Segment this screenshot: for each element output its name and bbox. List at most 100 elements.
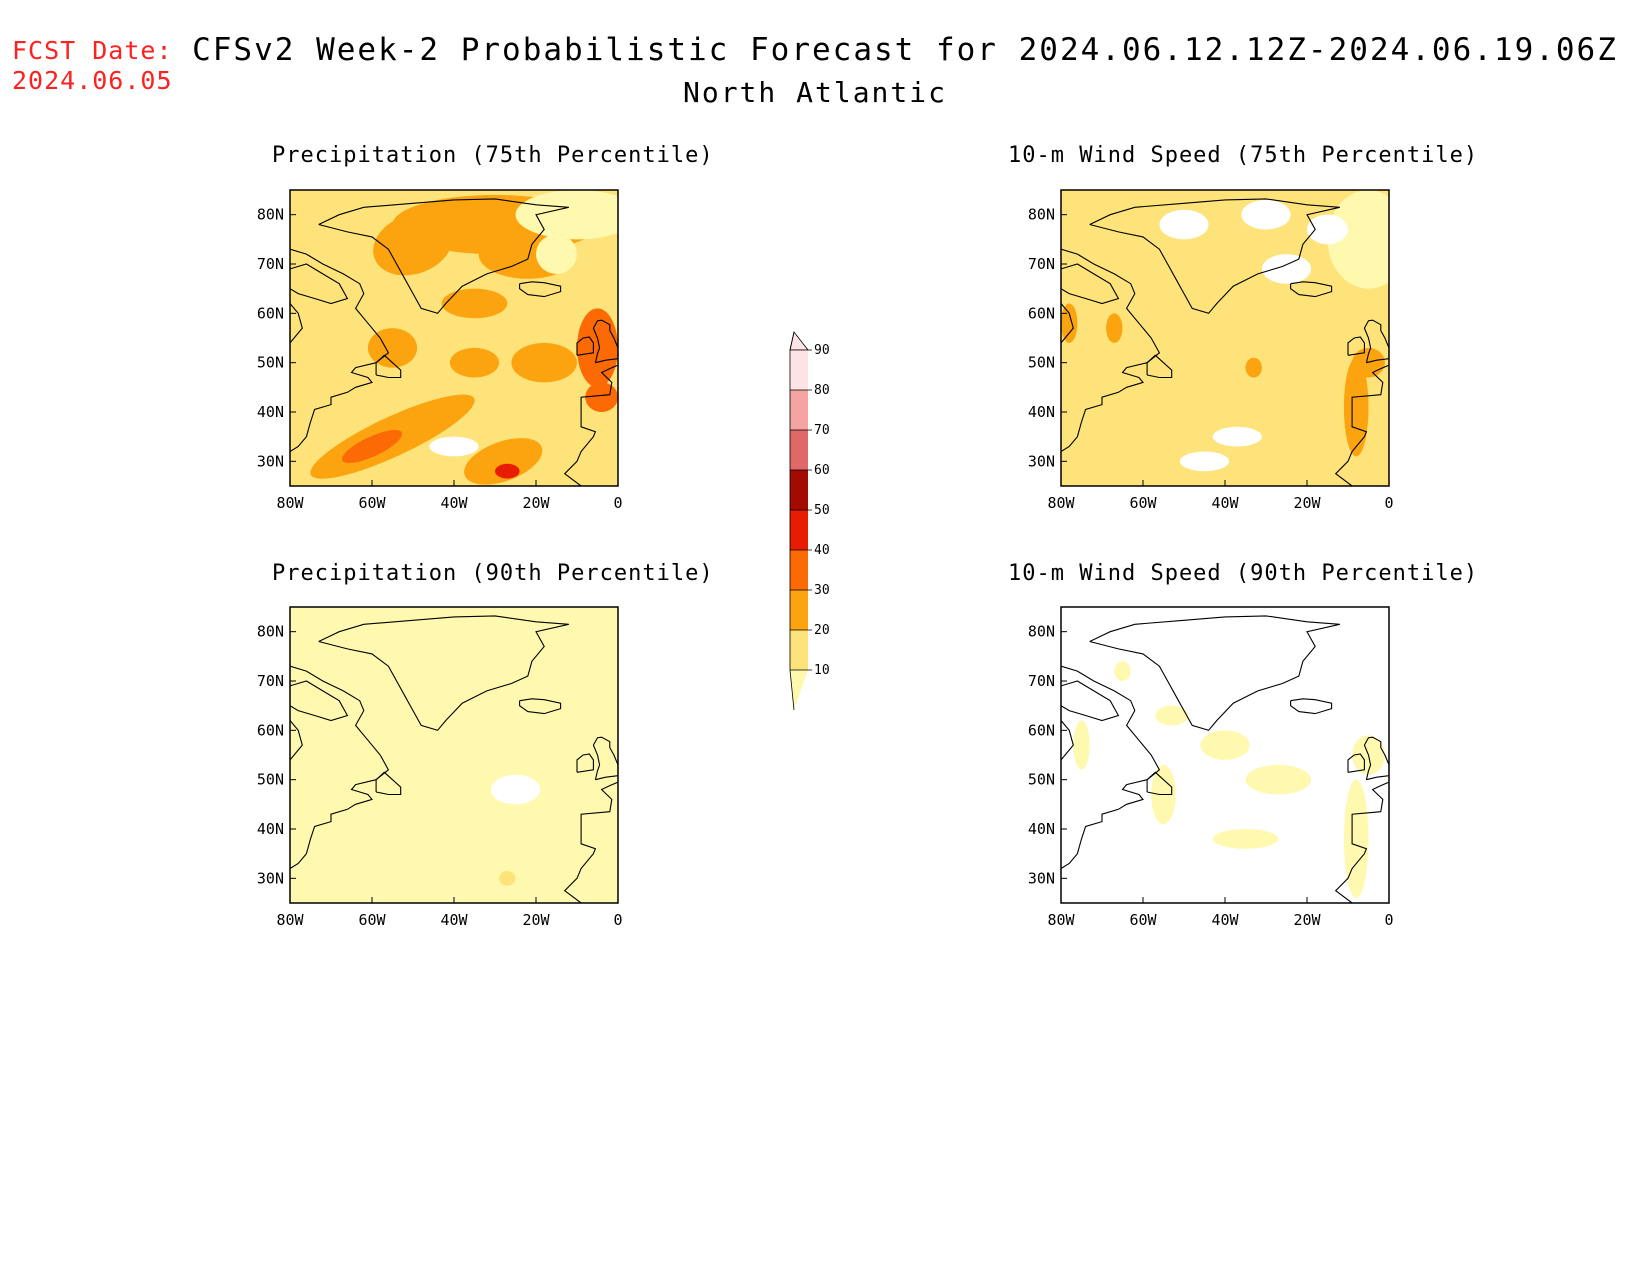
probability-contour [1106,313,1123,343]
colorbar-top-extension [789,331,809,351]
colorbar-label: 30 [814,583,830,598]
probability-contour [577,308,618,388]
probability-contour [1155,705,1189,726]
probability-contour [536,234,577,274]
y-tick-label: 50N [1028,771,1055,789]
x-tick-label: 40W [1211,911,1239,929]
x-tick-label: 60W [358,494,386,512]
probability-contour [290,851,394,903]
probability-contour [373,213,453,276]
y-tick-label: 40N [1028,820,1055,838]
main-title: CFSv2 Week-2 Probabilistic Forecast for … [192,32,1618,68]
colorbar-box [790,550,808,590]
x-tick-label: 0 [613,911,622,929]
x-tick-label: 60W [1129,494,1157,512]
map-precip-90: 80W 60W 40W 20W 0 80N 70N 60N 50N 40N 30N [257,606,623,929]
y-tick-label: 70N [1028,672,1055,690]
y-tick-label: 30N [257,452,284,470]
coastline [290,720,303,761]
probability-contour [1200,730,1250,760]
coastline [519,281,562,298]
colorbar-box [790,470,808,510]
coastline [1334,781,1389,903]
probability-contour [441,288,508,319]
probability-contour [1245,357,1262,378]
y-tick-label: 60N [257,721,284,739]
y-tick-label: 50N [1028,354,1055,372]
y-tick-label: 80N [1028,623,1055,641]
x-tick-label: 20W [522,494,550,512]
probability-contour [499,870,516,886]
probability-contour [1179,451,1230,472]
coastline [576,753,594,773]
x-tick-label: 80W [276,911,304,929]
coastline [1290,698,1333,715]
y-tick-label: 40N [1028,403,1055,421]
y-tick-label: 80N [257,623,284,641]
probability-contour [1114,661,1131,681]
coastline [1061,720,1074,761]
y-tick-label: 70N [1028,255,1055,273]
coastline [1061,665,1161,869]
coastline [290,680,349,722]
x-tick-label: 20W [1293,494,1321,512]
coastline [375,771,402,796]
y-tick-label: 80N [257,206,284,224]
coastline [1347,753,1365,773]
y-tick-label: 80N [1028,206,1055,224]
forecast-date-block: FCST Date: 2024.06.05 [12,36,173,96]
x-tick-label: 0 [1384,911,1393,929]
x-tick-label: 60W [1129,911,1157,929]
colorbar-box [790,590,808,630]
probability-contour [1343,779,1369,899]
coastline [1334,364,1389,486]
probability-contour [1212,829,1279,849]
colorbar-label: 20 [814,623,830,638]
coastline [290,263,349,305]
map-wind-90: 80W 60W 40W 20W 0 80N 70N 60N 50N 40N 30N [1028,606,1394,929]
coastline [1089,615,1340,731]
colorbar-label: 10 [814,663,830,678]
y-tick-label: 50N [257,354,284,372]
colorbar-box [790,430,808,470]
x-tick-label: 40W [1211,494,1239,512]
coastline [1061,248,1161,452]
colorbar-box [790,350,808,390]
coastline [1290,281,1333,298]
y-tick-label: 70N [257,672,284,690]
y-tick-label: 30N [257,869,284,887]
probability-contour [495,463,520,479]
probability-contour [1245,764,1312,795]
panel-title-wind-75: 10-m Wind Speed (75th Percentile) [1008,143,1479,168]
x-tick-label: 80W [1047,911,1075,929]
probability-contour [367,328,418,368]
forecast-date-value: 2024.06.05 [12,66,173,95]
colorbar-label: 80 [814,383,830,398]
map-wind-75: 80W 60W 40W 20W 0 80N 70N 60N 50N 40N 30N [1028,189,1394,512]
y-tick-label: 60N [1028,304,1055,322]
colorbar-label: 70 [814,423,830,438]
y-tick-label: 30N [1028,452,1055,470]
probability-contour [1241,199,1291,230]
probability-contour [429,436,479,457]
colorbar-box [790,510,808,550]
x-tick-label: 0 [1384,494,1393,512]
probability-contour [1102,382,1184,422]
coastline [290,248,390,452]
coastline [563,781,618,903]
colorbar-label: 50 [814,503,830,518]
coastline [1363,319,1389,364]
probability-contour [351,611,598,830]
coastline [519,698,562,715]
coastline [1146,354,1173,379]
coastline [1061,303,1074,344]
panel-title-precip-75: Precipitation (75th Percentile) [272,143,714,168]
panel-title-wind-90: 10-m Wind Speed (90th Percentile) [1008,561,1479,586]
probability-contour [511,342,577,383]
map-precip-75: 80W 60W 40W 20W 0 80N 70N 60N 50N 40N 30N [257,189,623,512]
colorbar: 90 80 70 60 50 40 30 20 10 [789,331,830,711]
probability-contour [490,774,541,805]
coastline [1061,680,1120,722]
x-tick-label: 20W [522,911,550,929]
coastline [1089,198,1340,314]
